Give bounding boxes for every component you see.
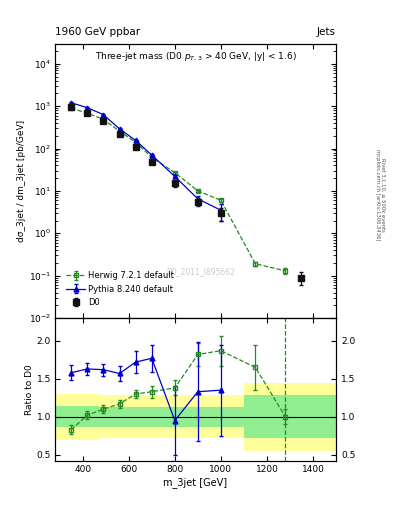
Text: 1960 GeV ppbar: 1960 GeV ppbar — [55, 27, 140, 37]
Text: mcplots.cern.ch [arXiv:1306.3436]: mcplots.cern.ch [arXiv:1306.3436] — [375, 149, 380, 240]
Text: Jets: Jets — [317, 27, 336, 37]
Text: Rivet 3.1.10, ≥ 500k events: Rivet 3.1.10, ≥ 500k events — [381, 158, 386, 231]
Y-axis label: Ratio to D0: Ratio to D0 — [25, 364, 34, 415]
Text: Three-jet mass (D0 $p_{T,3}$ > 40 GeV, |y| < 1.6): Three-jet mass (D0 $p_{T,3}$ > 40 GeV, |… — [95, 50, 296, 63]
Legend: Herwig 7.2.1 default, Pythia 8.240 default, D0: Herwig 7.2.1 default, Pythia 8.240 defau… — [65, 270, 176, 308]
Y-axis label: dσ_3jet / dm_3jet [pb/GeV]: dσ_3jet / dm_3jet [pb/GeV] — [17, 120, 26, 242]
X-axis label: m_3jet [GeV]: m_3jet [GeV] — [163, 477, 228, 487]
Text: D0_2011_I895662: D0_2011_I895662 — [167, 267, 235, 276]
